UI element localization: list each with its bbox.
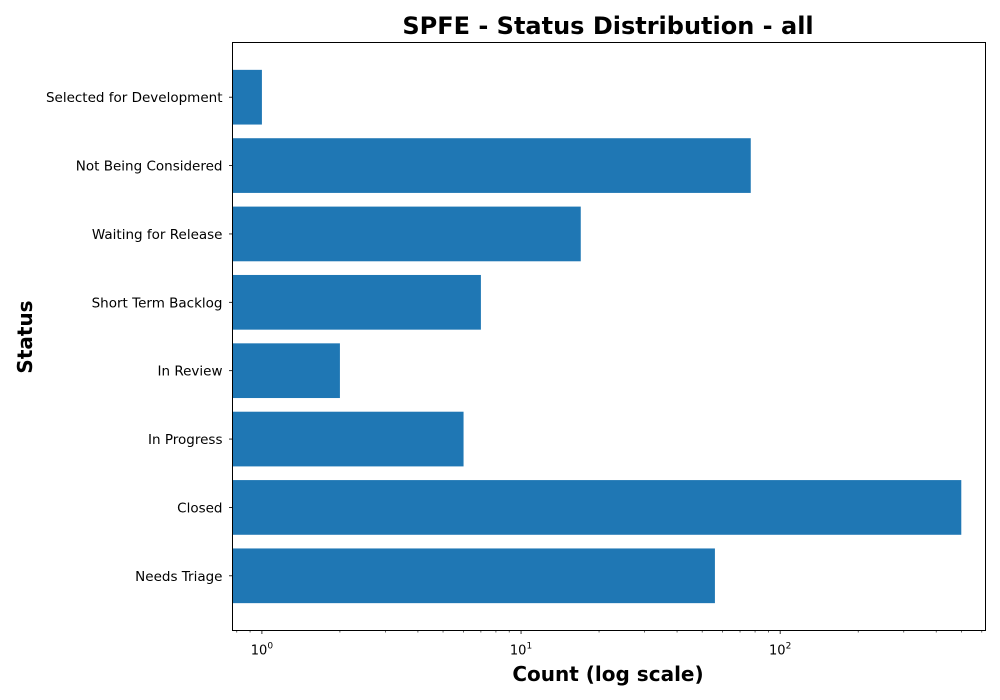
y-tick-label: Short Term Backlog [92,295,223,311]
x-tick-label: 100 [251,642,274,659]
x-tick-label: 101 [510,642,532,659]
y-tick-label: In Progress [148,432,222,448]
y-axis-label: Status [13,300,37,373]
bar-closed [232,480,962,535]
chart-title: SPFE - Status Distribution - all [402,12,813,40]
y-tick-label: Selected for Development [46,90,223,106]
bar-not-being-considered [232,138,751,193]
x-axis-label: Count (log scale) [512,662,703,686]
y-tick-label: In Review [158,364,223,380]
bar-short-term-backlog [232,274,481,330]
bar-in-progress [232,411,464,467]
y-tick-label: Closed [177,500,222,516]
bar-waiting-for-release [232,206,581,262]
plot-frame [232,42,986,631]
y-tick-label: Not Being Considered [76,159,223,175]
x-tick-label: 102 [769,642,791,659]
y-tick-label: Needs Triage [135,569,222,585]
bar-in-review [232,343,340,399]
bar-needs-triage [232,548,715,604]
bars-group [232,69,962,604]
y-tick-label: Waiting for Release [92,227,223,243]
x-ticks-group: 100 101 102 [236,630,983,659]
bar-selected-for-development [232,69,262,125]
y-ticks-group: Needs Triage Closed In Progress In Review Sh… [46,90,233,585]
